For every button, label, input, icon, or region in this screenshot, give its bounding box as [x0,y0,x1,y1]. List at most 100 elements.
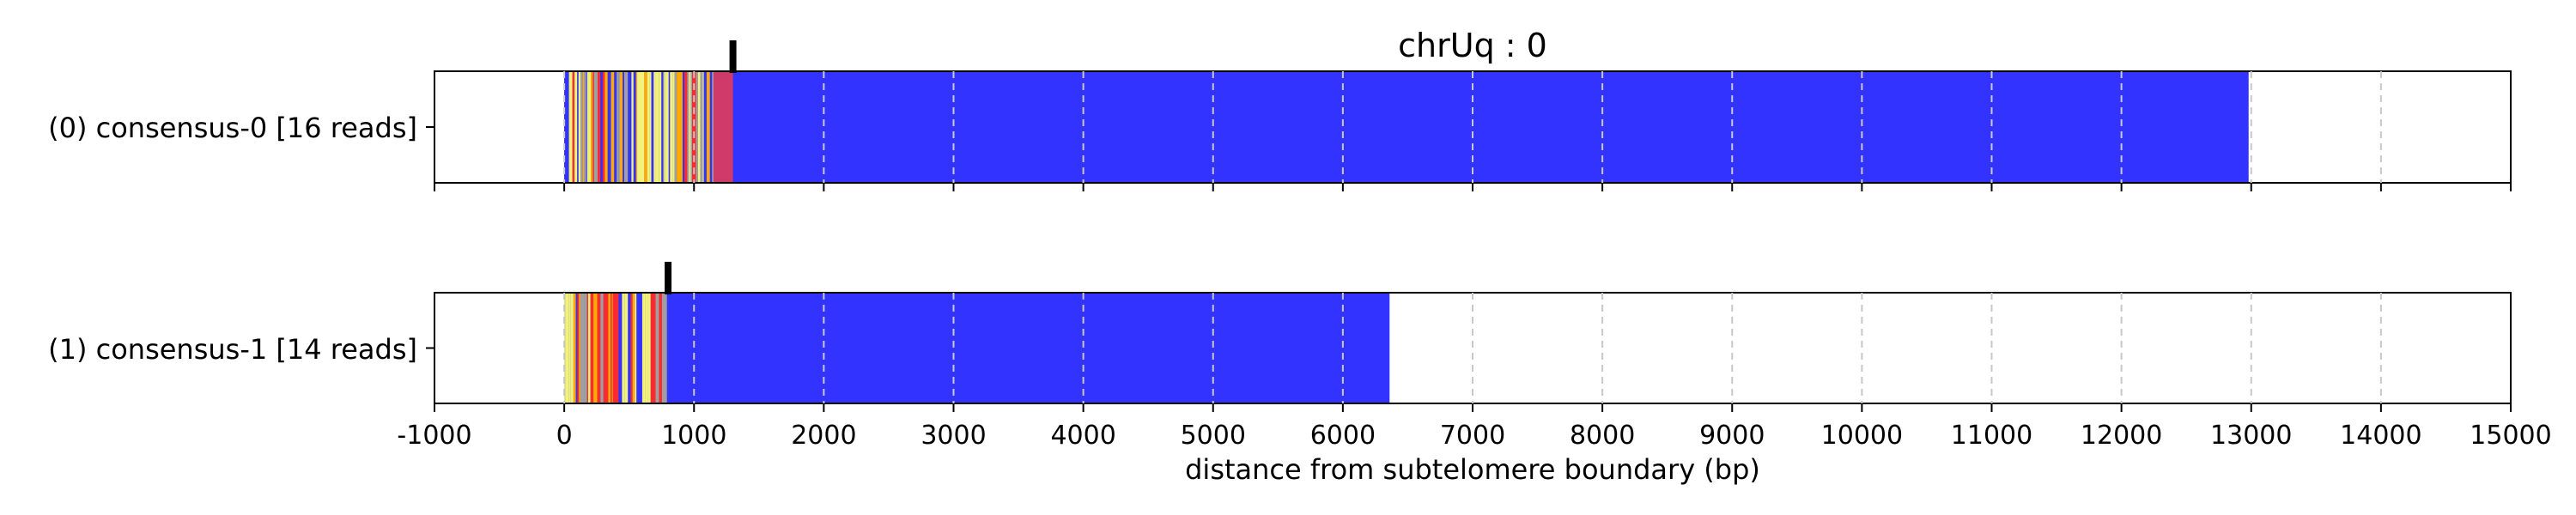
x-tick-label: 14000 [2340,421,2421,451]
x-tick-label: 9000 [1699,421,1765,451]
variant-stripe [663,71,665,183]
variant-stripe [586,71,587,183]
variant-stripe [633,71,636,183]
variant-stripe [689,71,690,183]
variant-stripe [647,293,651,403]
variant-stripe [641,293,646,403]
variant-stripe [644,71,647,183]
variant-stripe [580,71,583,183]
x-tick-label: 11000 [1951,421,2032,451]
variant-stripe [639,293,641,403]
variant-stripe [568,293,571,403]
variant-stripe [591,71,593,183]
variant-stripe [690,71,693,183]
x-tick-label: 3000 [920,421,986,451]
x-tick-label: 15000 [2470,421,2551,451]
variant-stripe [630,293,633,403]
variant-stripe [582,71,585,183]
variant-stripe [631,71,634,183]
variant-stripe [645,293,648,403]
variant-stripe [607,71,611,183]
variant-stripe [665,71,669,183]
track-consensus-1 [434,262,2512,404]
x-tick-label: 1000 [661,421,726,451]
variant-stripe [572,71,575,183]
x-axis: -1000 0 1000 2000 3000 4000 5000 6000 7000 8000 90… [397,126,2552,451]
variant-stripe [672,71,675,183]
variant-stripe [655,293,659,403]
variant-stripe [661,71,664,183]
variant-stripe [641,293,642,403]
variant-stripe [568,71,573,183]
variant-stripe [598,71,601,183]
magenta-region [713,71,733,183]
x-tick-label: 2000 [791,421,856,451]
variant-stripe [577,293,580,403]
variant-stripe [565,293,569,403]
variant-stripe [650,293,653,403]
x-tick-label: 4000 [1050,421,1115,451]
variant-stripe [570,293,574,403]
x-tick-label: 8000 [1570,421,1635,451]
variant-stripe [622,293,625,403]
track-label-consensus-1: (1) consensus-1 [14 reads] [48,333,417,366]
variant-stripe [670,71,673,183]
variant-stripe [680,71,683,183]
variant-stripe [636,293,640,403]
variant-stripe [630,71,632,183]
x-axis-label: distance from subtelomere boundary (bp) [1185,453,1760,486]
variant-stripe [590,293,594,403]
variant-stripe [605,293,609,403]
variant-stripe [586,71,589,183]
variant-stripe [618,71,620,183]
telomere-bar [717,71,2249,183]
variant-stripe [637,71,641,183]
variant-stripe [619,71,623,183]
track-consensus-0 [434,40,2512,184]
variant-stripe [661,293,665,403]
variant-stripe [592,71,594,183]
variant-stripe [586,293,588,403]
variant-stripe [588,71,592,183]
variant-stripe [703,71,707,183]
variant-stripe [564,293,566,403]
variant-stripe [611,293,612,403]
variant-stripe [632,293,635,403]
variant-stripe [623,71,624,183]
x-tick-label: 12000 [2081,421,2162,451]
variant-stripe [635,71,638,183]
variant-stripe [664,71,666,183]
variant-stripe [617,71,619,183]
variant-stripe [564,71,568,183]
variant-stripe [584,293,587,403]
variant-stripe [666,293,669,403]
variant-stripe [603,293,606,403]
variant-stripe [600,293,604,403]
variant-stripe [682,71,685,183]
variant-stripe [702,71,704,183]
variant-stripe [615,293,619,403]
variant-stripe [611,71,615,183]
variant-stripe [593,293,598,403]
track-label-consensus-0: (0) consensus-0 [16 reads] [48,112,417,144]
variant-stripe [635,293,637,403]
variant-stripe [649,71,652,183]
x-tick-label: 0 [556,421,573,451]
x-tick-label: 10000 [1821,421,1903,451]
variant-stripe [602,71,605,183]
variant-stripe [584,71,586,183]
variant-stripe [651,71,653,183]
variant-stripe [692,71,696,183]
variant-stripe [668,71,671,183]
variant-stripe [611,293,613,403]
variant-stripe [706,71,710,183]
x-tick-label: 5000 [1181,421,1246,451]
variant-stripe [628,71,631,183]
variant-stripe [674,71,677,183]
variant-stripe [618,293,623,403]
boundary-marker [729,40,737,73]
variant-stripe [575,293,578,403]
x-tick-label: 7000 [1440,421,1505,451]
chart-title: chrUq : 0 [1398,27,1547,64]
